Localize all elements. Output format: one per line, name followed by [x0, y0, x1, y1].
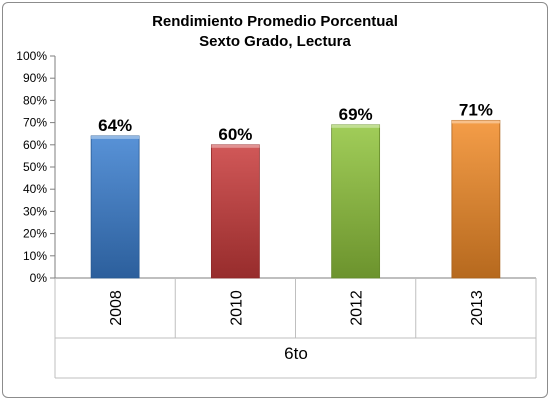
y-tick-label: 20% — [23, 227, 47, 241]
data-label-2010: 60% — [218, 125, 252, 144]
x-tick-label-2010: 2010 — [228, 290, 245, 326]
y-tick-label: 90% — [23, 71, 47, 85]
y-tick-label: 10% — [23, 249, 47, 263]
y-axis-ticks: 0% 10% 20% 30% 40% 50% 60% 70% 80% 90% 100% — [16, 49, 55, 285]
bar-highlight-2008 — [91, 135, 140, 139]
x-axis-label: 6to — [284, 344, 308, 363]
y-tick-label: 60% — [23, 138, 47, 152]
x-tick-label-2012: 2012 — [349, 290, 366, 326]
data-labels: 64% 60% 69% 71% — [98, 100, 493, 143]
data-label-2012: 69% — [339, 105, 373, 124]
bar-2008 — [90, 135, 140, 279]
bar-highlight-2012 — [331, 124, 380, 128]
chart-title-line-1: Rendimiento Promedio Porcentual — [152, 13, 398, 30]
y-tick-label: 40% — [23, 182, 47, 196]
bars — [90, 119, 501, 279]
bar-2012 — [331, 124, 381, 279]
x-tick-label-2008: 2008 — [108, 290, 125, 326]
bar-2010 — [210, 144, 260, 279]
y-tick-label: 80% — [23, 93, 47, 107]
bar-highlight-2013 — [451, 120, 500, 124]
y-tick-label: 70% — [23, 116, 47, 130]
y-tick-label: 50% — [23, 160, 47, 174]
data-label-2013: 71% — [459, 100, 493, 119]
y-tick-label: 30% — [23, 204, 47, 218]
data-label-2008: 64% — [98, 116, 132, 135]
x-axis-ticks: 2008 2010 2012 2013 — [108, 290, 486, 326]
y-tick-label: 100% — [16, 49, 47, 63]
chart-title-line-2: Sexto Grado, Lectura — [199, 33, 351, 50]
bar-highlight-2010 — [211, 144, 260, 148]
x-tick-label-2013: 2013 — [469, 290, 486, 326]
y-tick-label: 0% — [30, 271, 48, 285]
bar-2013 — [451, 119, 501, 279]
